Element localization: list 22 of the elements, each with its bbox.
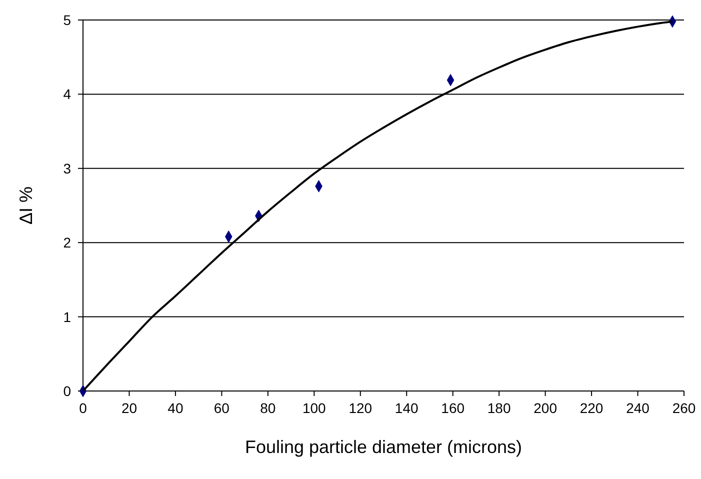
y-tick-label: 2 (63, 234, 72, 251)
y-tick-label: 0 (63, 383, 72, 399)
x-tick-label: 20 (121, 400, 138, 416)
x-tick-label: 200 (534, 400, 558, 416)
x-tick-label: 100 (302, 400, 326, 416)
x-tick-label: 180 (487, 400, 511, 416)
y-tick-label: 1 (63, 308, 72, 325)
x-tick-label: 60 (214, 400, 230, 416)
x-axis-title: Fouling particle diameter (microns) (244, 437, 522, 457)
x-tick-label: 0 (79, 400, 88, 416)
y-tick-label: 5 (63, 12, 72, 28)
y-tick-label: 3 (63, 160, 72, 176)
y-tick-label: 4 (63, 86, 72, 102)
x-tick-label: 40 (168, 400, 184, 416)
x-tick-label: 240 (626, 400, 650, 416)
x-tick-label: 140 (394, 400, 419, 416)
x-tick-label: 120 (348, 400, 372, 416)
x-tick-label: 260 (672, 400, 696, 416)
x-tick-label: 160 (441, 400, 465, 416)
x-tick-label: 220 (580, 400, 604, 416)
y-axis-title: ΔI % (16, 186, 36, 225)
x-tick-label: 80 (260, 400, 276, 416)
